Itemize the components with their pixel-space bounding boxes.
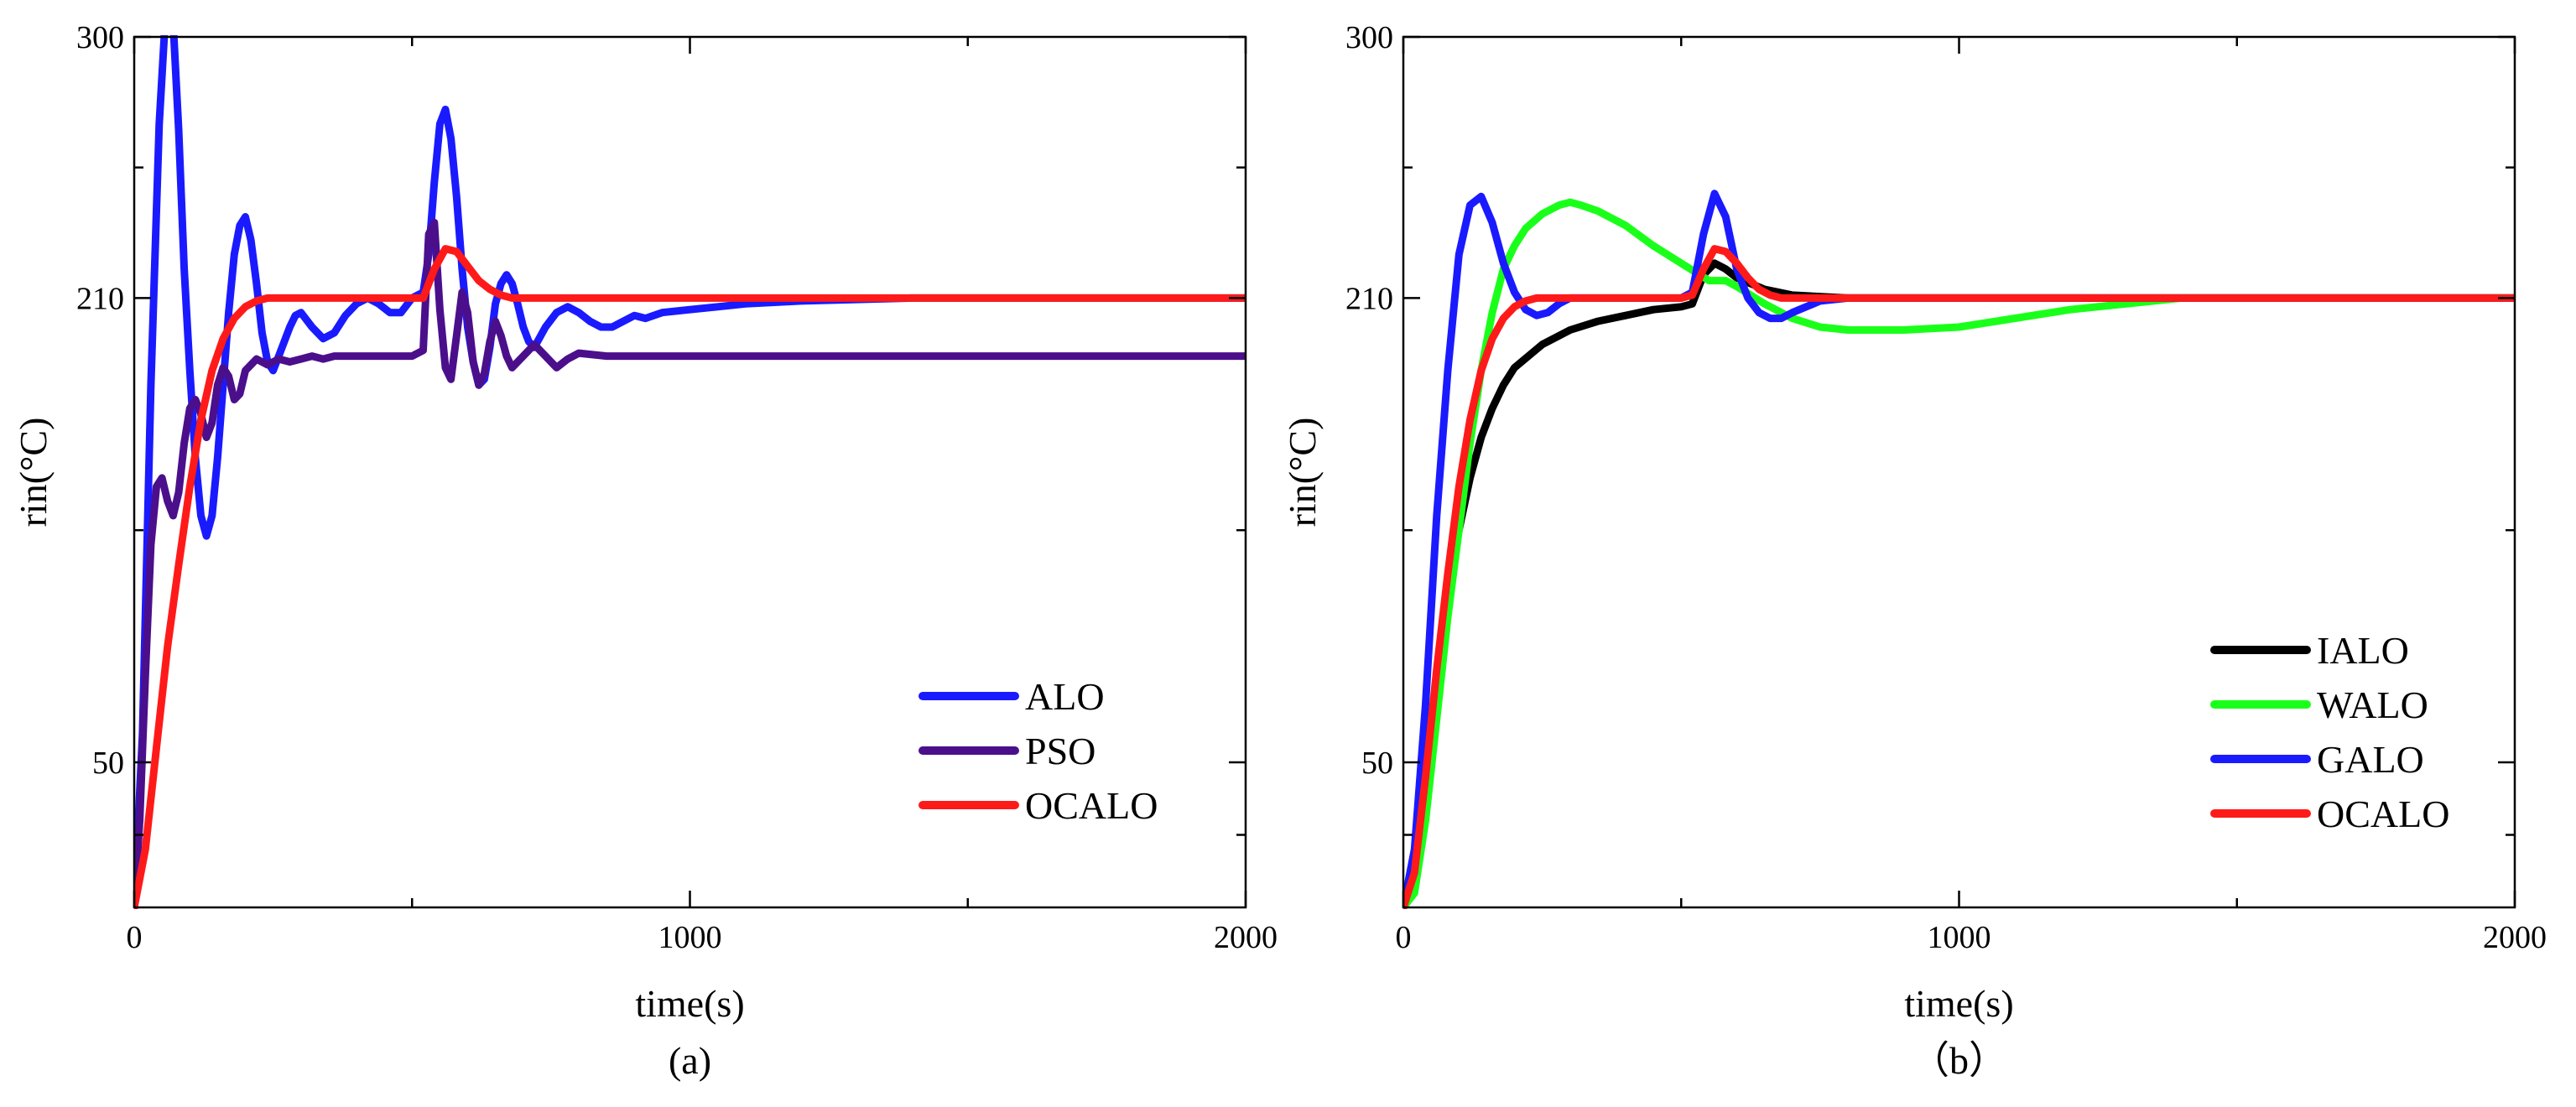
x-tick-label: 2000 — [1214, 920, 1278, 955]
panel-label: （b） — [1911, 1039, 2007, 1082]
legend-label-ocalo: OCALO — [2317, 793, 2449, 835]
series-line-ocalo — [1403, 245, 2515, 909]
legend: IALO WALO GALO OCALO — [2210, 629, 2449, 835]
x-axis-title: time(s) — [1904, 982, 2013, 1025]
chart-panel-a: 0 1000 2000 50 210 300 time(s) rin(°C) (a) ALO PSO… — [12, 20, 1278, 1082]
chart-panel-b: 0 1000 2000 50 210 300 time(s) rin(°C) （b） IALO WA… — [1281, 20, 2547, 1082]
plot-frame — [133, 35, 1247, 909]
y-tick-label: 300 — [1345, 20, 1393, 55]
panel-label: (a) — [669, 1039, 711, 1082]
legend-label-walo: WALO — [2317, 683, 2428, 726]
legend-label-pso: PSO — [1025, 730, 1095, 772]
y-tick-label: 50 — [92, 746, 124, 781]
legend-label-ialo: IALO — [2317, 629, 2409, 672]
x-tick-label: 2000 — [2483, 920, 2547, 955]
series-line-ocalo — [134, 245, 1246, 909]
x-tick-label: 0 — [1396, 920, 1412, 955]
x-tick-label: 1000 — [658, 920, 722, 955]
legend-label-alo: ALO — [1025, 675, 1105, 718]
y-axis-title: rin(°C) — [1281, 418, 1324, 528]
series-line-walo — [1403, 198, 2515, 909]
x-axis-title: time(s) — [635, 982, 744, 1025]
series-line-pso — [134, 218, 1246, 909]
y-axis-title: rin(°C) — [12, 418, 55, 528]
y-tick-label: 50 — [1361, 746, 1393, 781]
y-tick-label: 300 — [76, 20, 124, 55]
x-tick-label: 0 — [127, 920, 143, 955]
y-tick-label: 210 — [1345, 281, 1393, 316]
legend-label-galo: GALO — [2317, 738, 2424, 781]
legend: ALO PSO OCALO — [919, 675, 1158, 827]
x-tick-label: 1000 — [1928, 920, 1991, 955]
legend-label-ocalo: OCALO — [1025, 784, 1158, 827]
y-tick-label: 210 — [76, 281, 124, 316]
